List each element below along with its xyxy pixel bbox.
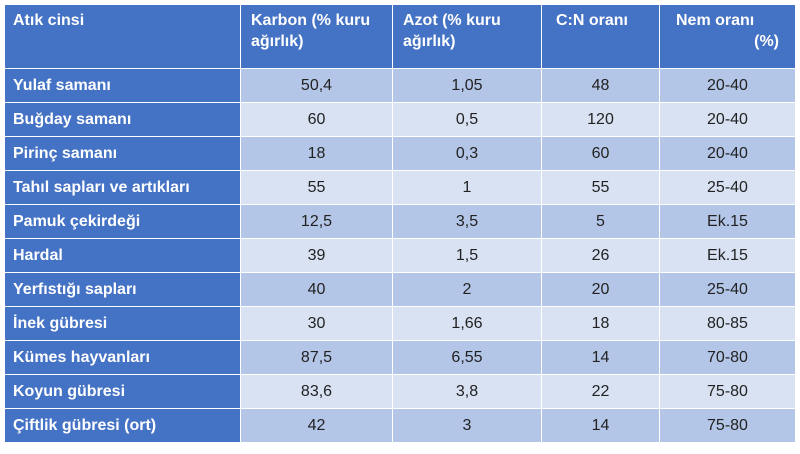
cell-carbon: 83,6 xyxy=(240,374,393,409)
cell-moisture: 70-80 xyxy=(659,340,796,375)
cell-cn-ratio: 48 xyxy=(541,68,660,103)
cell-waste-type: Yulaf samanı xyxy=(4,68,241,103)
cell-moisture: 25-40 xyxy=(659,272,796,307)
header-waste-type: Atık cinsi xyxy=(4,4,241,69)
cell-carbon: 55 xyxy=(240,170,393,205)
table-row: Pamuk çekirdeği 12,5 3,5 5 Ek.15 xyxy=(4,204,796,239)
composition-table: Atık cinsi Karbon (% kuru ağırlık) Azot … xyxy=(4,4,796,443)
cell-moisture: Ek.15 xyxy=(659,238,796,273)
cell-moisture: 25-40 xyxy=(659,170,796,205)
cell-cn-ratio: 22 xyxy=(541,374,660,409)
cell-nitrogen: 1,05 xyxy=(392,68,542,103)
cell-cn-ratio: 26 xyxy=(541,238,660,273)
header-carbon: Karbon (% kuru ağırlık) xyxy=(240,4,393,69)
cell-carbon: 12,5 xyxy=(240,204,393,239)
cell-nitrogen: 6,55 xyxy=(392,340,542,375)
table-body: Yulaf samanı 50,4 1,05 48 20-40 Buğday samanı… xyxy=(4,68,796,443)
cell-cn-ratio: 14 xyxy=(541,408,660,443)
cell-nitrogen: 1 xyxy=(392,170,542,205)
table-row: Kümes hayvanları 87,5 6,55 14 70-80 xyxy=(4,340,796,375)
cell-cn-ratio: 55 xyxy=(541,170,660,205)
cell-nitrogen: 3,5 xyxy=(392,204,542,239)
cell-moisture: 20-40 xyxy=(659,102,796,137)
cell-cn-ratio: 14 xyxy=(541,340,660,375)
cell-nitrogen: 3,8 xyxy=(392,374,542,409)
cell-waste-type: Kümes hayvanları xyxy=(4,340,241,375)
cell-waste-type: İnek gübresi xyxy=(4,306,241,341)
cell-waste-type: Hardal xyxy=(4,238,241,273)
table-row: Koyun gübresi 83,6 3,8 22 75-80 xyxy=(4,374,796,409)
table-row: Hardal 39 1,5 26 Ek.15 xyxy=(4,238,796,273)
cell-nitrogen: 2 xyxy=(392,272,542,307)
table-row: Pirinç samanı 18 0,3 60 20-40 xyxy=(4,136,796,171)
table-row: Çiftlik gübresi (ort) 42 3 14 75-80 xyxy=(4,408,796,443)
header-moisture: Nem oranı (%) xyxy=(659,4,796,69)
cell-waste-type: Tahıl sapları ve artıkları xyxy=(4,170,241,205)
header-row: Atık cinsi Karbon (% kuru ağırlık) Azot … xyxy=(4,4,796,69)
cell-carbon: 40 xyxy=(240,272,393,307)
cell-moisture: 75-80 xyxy=(659,408,796,443)
cell-carbon: 18 xyxy=(240,136,393,171)
cell-carbon: 42 xyxy=(240,408,393,443)
header-moisture-label: Nem oranı xyxy=(676,12,755,29)
cell-nitrogen: 0,5 xyxy=(392,102,542,137)
cell-carbon: 87,5 xyxy=(240,340,393,375)
cell-nitrogen: 1,66 xyxy=(392,306,542,341)
cell-cn-ratio: 18 xyxy=(541,306,660,341)
cell-carbon: 50,4 xyxy=(240,68,393,103)
table-row: İnek gübresi 30 1,66 18 80-85 xyxy=(4,306,796,341)
cell-nitrogen: 0,3 xyxy=(392,136,542,171)
composition-table-container: Atık cinsi Karbon (% kuru ağırlık) Azot … xyxy=(4,4,796,450)
cell-moisture: 75-80 xyxy=(659,374,796,409)
cell-carbon: 39 xyxy=(240,238,393,273)
header-moisture-unit: (%) xyxy=(754,33,779,50)
cell-carbon: 30 xyxy=(240,306,393,341)
cell-cn-ratio: 20 xyxy=(541,272,660,307)
cell-cn-ratio: 60 xyxy=(541,136,660,171)
cell-waste-type: Yerfıstığı sapları xyxy=(4,272,241,307)
table-row: Buğday samanı 60 0,5 120 20-40 xyxy=(4,102,796,137)
cell-waste-type: Koyun gübresi xyxy=(4,374,241,409)
table-row: Yerfıstığı sapları 40 2 20 25-40 xyxy=(4,272,796,307)
cell-carbon: 60 xyxy=(240,102,393,137)
cell-cn-ratio: 120 xyxy=(541,102,660,137)
cell-moisture: 20-40 xyxy=(659,68,796,103)
header-nitrogen: Azot (% kuru ağırlık) xyxy=(392,4,542,69)
cell-moisture: 80-85 xyxy=(659,306,796,341)
cell-waste-type: Pirinç samanı xyxy=(4,136,241,171)
table-row: Yulaf samanı 50,4 1,05 48 20-40 xyxy=(4,68,796,103)
table-row: Tahıl sapları ve artıkları 55 1 55 25-40 xyxy=(4,170,796,205)
cell-cn-ratio: 5 xyxy=(541,204,660,239)
cell-moisture: 20-40 xyxy=(659,136,796,171)
header-cn-ratio: C:N oranı xyxy=(541,4,660,69)
cell-waste-type: Buğday samanı xyxy=(4,102,241,137)
cell-waste-type: Çiftlik gübresi (ort) xyxy=(4,408,241,443)
cell-nitrogen: 3 xyxy=(392,408,542,443)
cell-moisture: Ek.15 xyxy=(659,204,796,239)
cell-nitrogen: 1,5 xyxy=(392,238,542,273)
cell-waste-type: Pamuk çekirdeği xyxy=(4,204,241,239)
